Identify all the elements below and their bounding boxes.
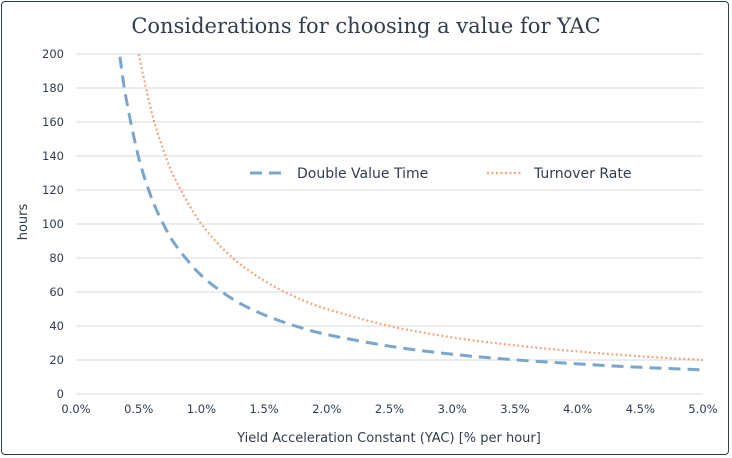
x-tick-label: 1.0% [187,402,216,416]
legend-item-turnover-rate: Turnover Rate [487,166,631,182]
x-tick-label: 3.5% [500,402,529,416]
y-tick-label: 180 [42,81,64,95]
legend-label: Turnover Rate [533,166,631,182]
y-tick-label: 60 [49,285,64,299]
x-tick-label: 3.0% [438,402,467,416]
y-tick-label: 160 [42,115,64,129]
legend-label: Double Value Time [297,166,428,182]
x-tick-label: 2.5% [375,402,404,416]
x-tick-label: 1.5% [249,402,278,416]
y-tick-label: 140 [42,149,64,163]
x-tick-label: 4.5% [626,402,655,416]
chart-title: Considerations for choosing a value for … [131,14,600,38]
y-axis-title: hours [16,204,31,241]
y-tick-label: 20 [49,353,64,367]
y-tick-label: 100 [42,217,64,231]
x-tick-label: 0.5% [124,402,153,416]
y-tick-label: 200 [42,47,64,61]
y-tick-label: 0 [57,387,64,401]
x-tick-label: 5.0% [688,402,717,416]
y-tick-label: 40 [49,319,64,333]
x-tick-label: 4.0% [563,402,592,416]
x-tick-label: 2.0% [312,402,341,416]
series-line-turnover-rate [137,53,704,362]
x-tick-label: 0.0% [61,402,90,416]
y-tick-label: 80 [49,251,64,265]
x-axis-title: Yield Acceleration Constant (YAC) [% per… [236,431,541,446]
y-tick-label: 120 [42,183,64,197]
legend-item-double-value-time: Double Value Time [250,166,428,182]
series-line-double-value-time [118,56,704,372]
